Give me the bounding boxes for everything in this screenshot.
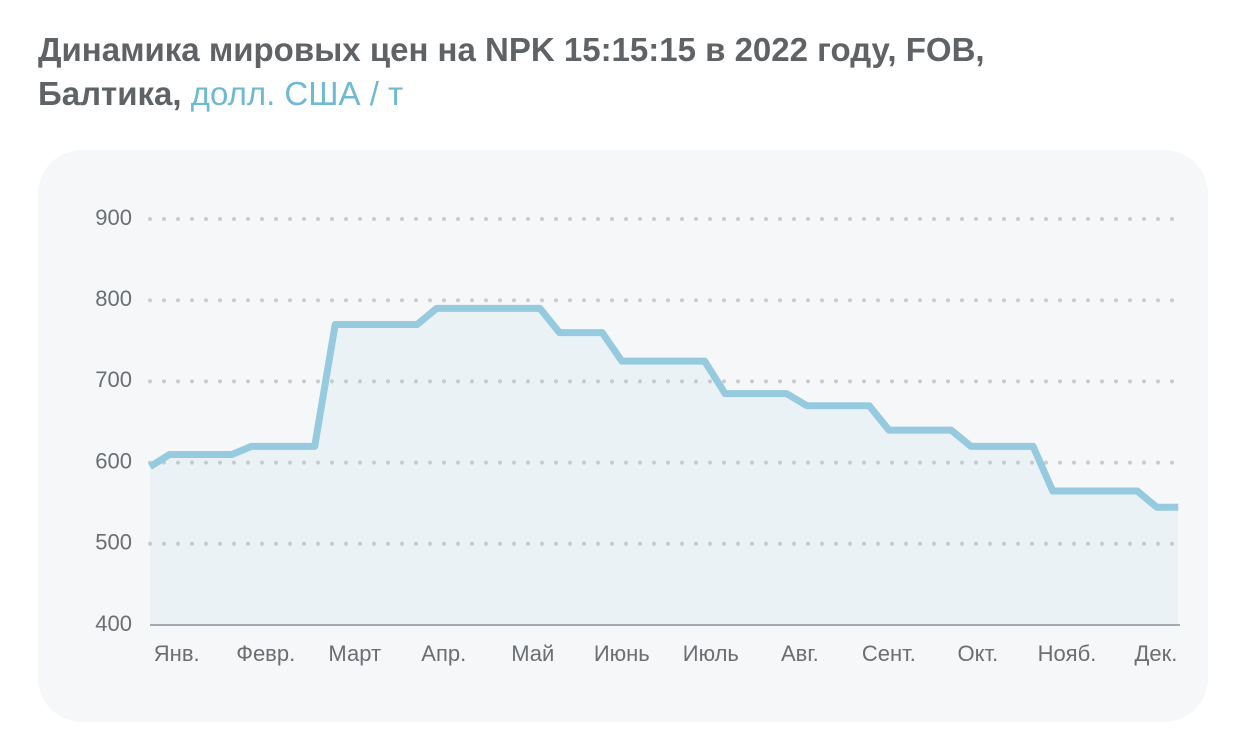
line <box>148 304 1179 511</box>
x-tick-label: Март <box>328 641 381 666</box>
panel <box>38 150 1208 722</box>
y-tick-label: 600 <box>95 448 132 473</box>
x-tick-label: Нояб. <box>1038 641 1097 666</box>
x-tick-label: Май <box>511 641 554 666</box>
x-tick-label: Сент. <box>862 641 916 666</box>
area <box>150 308 1179 625</box>
x-tick-label: Июль <box>683 641 739 666</box>
x-tick-label: Февр. <box>236 641 295 666</box>
x-tick-label: Авг. <box>781 641 819 666</box>
x-tick-label: Апр. <box>421 641 466 666</box>
x-tick-label: Янв. <box>154 641 200 666</box>
x-tick-label: Окт. <box>958 641 999 666</box>
chart-title-block: Динамика мировых цен на NPK 15:15:15 в 2… <box>38 28 1118 116</box>
chart-subtitle: долл. США / т <box>190 75 404 112</box>
y-tick-label: 700 <box>95 367 132 392</box>
chart-title: Динамика мировых цен на NPK 15:15:15 в 2… <box>38 31 985 112</box>
y-tick-label: 400 <box>95 611 132 636</box>
y-tick-label: 500 <box>95 530 132 555</box>
x-tick-label: Июнь <box>594 641 650 666</box>
x-tick-label: Дек. <box>1135 641 1178 666</box>
y-tick-label: 900 <box>95 205 132 230</box>
y-tick-label: 800 <box>95 286 132 311</box>
